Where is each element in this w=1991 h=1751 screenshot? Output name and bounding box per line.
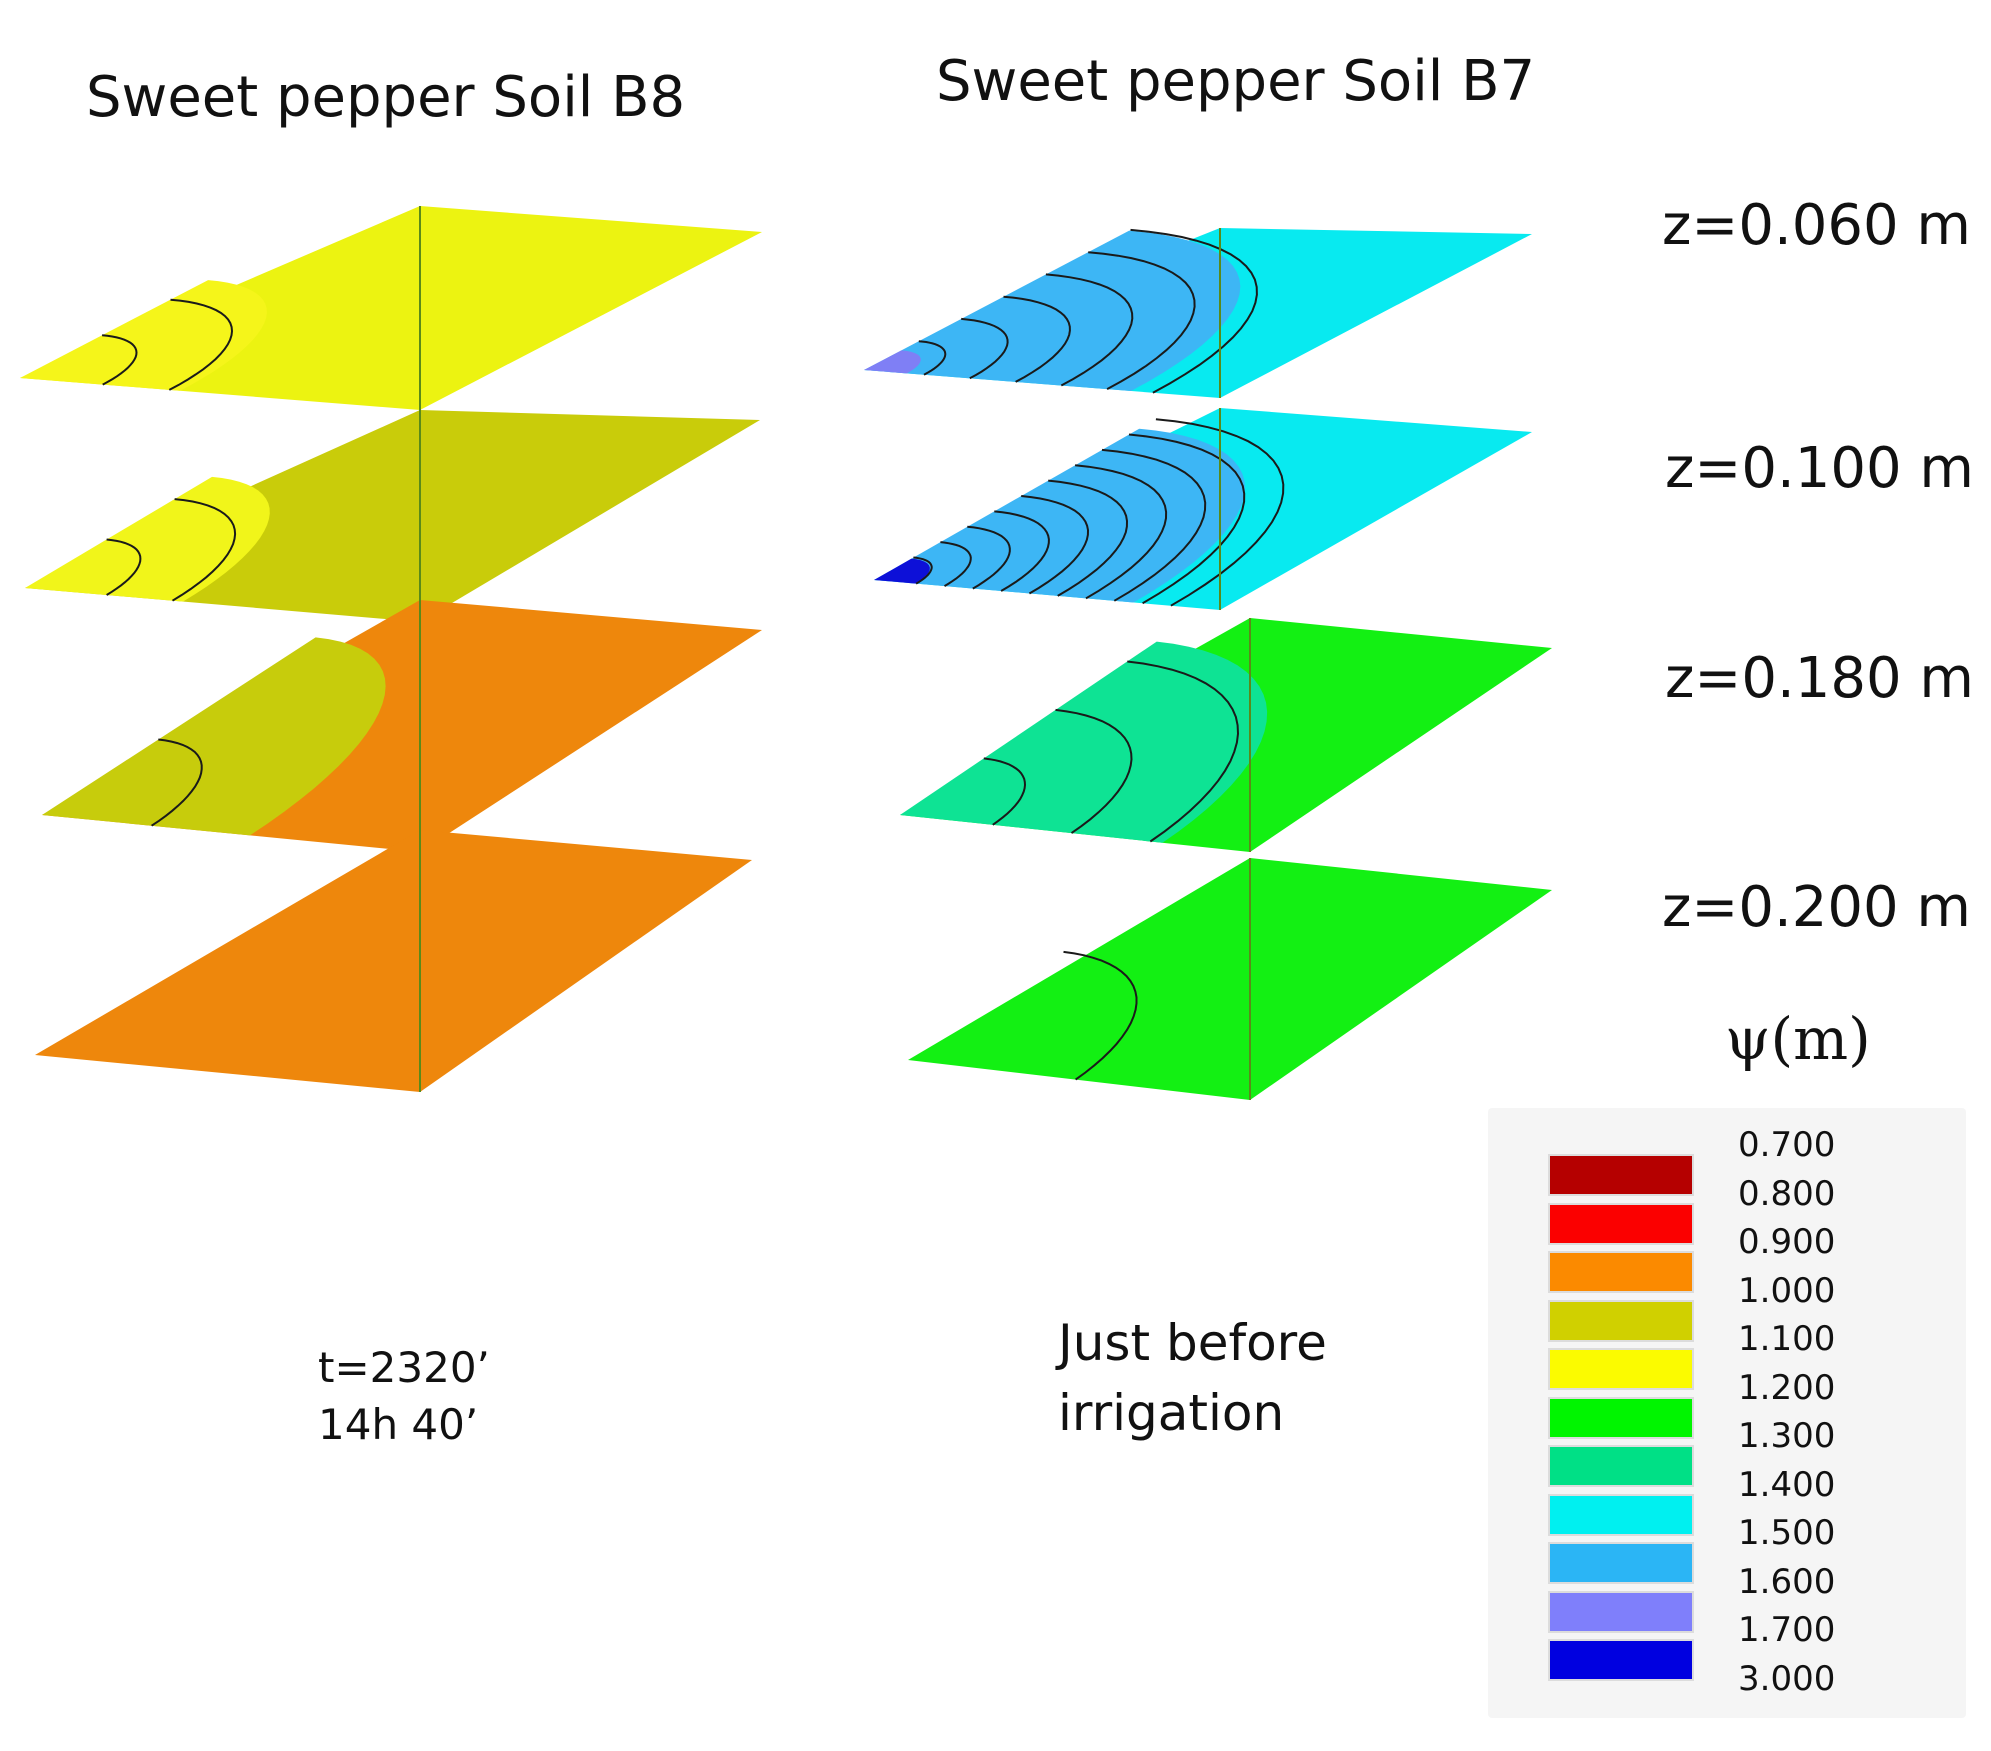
depth-label-2: z=0.100 m xyxy=(1665,436,1974,501)
contour-line xyxy=(171,498,237,602)
depth-label-4: z=0.200 m xyxy=(1662,875,1971,940)
left-soil-stack xyxy=(20,206,762,1092)
legend-row xyxy=(1488,1540,1966,1588)
legend-label: 1.200 xyxy=(1738,1367,1836,1408)
legend-label: 1.100 xyxy=(1738,1319,1836,1359)
contour-line xyxy=(1045,273,1134,387)
legend-swatch xyxy=(1550,1350,1692,1388)
layer-zone xyxy=(874,428,1246,603)
soil-layer-2 xyxy=(25,410,760,622)
contour-line xyxy=(983,757,1027,826)
legend-row xyxy=(1488,1492,1966,1540)
legend-label: 1.400 xyxy=(1738,1464,1836,1505)
legend-label: 1.300 xyxy=(1738,1416,1836,1456)
layer-plane xyxy=(35,830,752,1092)
soil-layer-4 xyxy=(908,858,1552,1100)
contour-line xyxy=(1155,418,1285,607)
layer-hotspot xyxy=(874,558,930,584)
layer-zone xyxy=(864,230,1241,391)
legend-swatch xyxy=(1550,1301,1692,1340)
legend-label: 1.700 xyxy=(1738,1610,1836,1650)
contour-line xyxy=(994,510,1050,592)
contour-line xyxy=(1055,708,1133,834)
legend-label: 1.500 xyxy=(1738,1513,1836,1553)
layer-hotspot xyxy=(864,350,921,374)
irrigation-note-line-2: irrigation xyxy=(1058,1384,1285,1442)
legend-swatch xyxy=(1550,1641,1692,1679)
soil-layer-1 xyxy=(20,206,762,410)
contour-line xyxy=(1130,228,1258,394)
legend-swatch xyxy=(1550,1398,1692,1437)
time-note-line-1: t=2320’ xyxy=(318,1343,490,1392)
legend-row xyxy=(1488,1298,1966,1346)
contour-line xyxy=(1074,464,1168,600)
legend-row xyxy=(1488,1395,1966,1443)
contour-line xyxy=(102,334,138,386)
contour-line xyxy=(1063,950,1138,1081)
legend-row xyxy=(1488,1589,1966,1637)
contour-line xyxy=(1048,479,1129,597)
legend-row xyxy=(1488,1346,1966,1394)
contour-line xyxy=(1127,660,1240,843)
contour-line xyxy=(1003,295,1071,383)
legend-row xyxy=(1488,1201,1966,1249)
contour-line xyxy=(1128,433,1246,605)
contour-line xyxy=(151,738,203,827)
legend-title: ψ(m) xyxy=(1725,1005,1871,1073)
soil-layer-3 xyxy=(900,618,1552,852)
depth-label-1: z=0.060 m xyxy=(1662,193,1971,258)
contour-line xyxy=(913,556,933,585)
contour-line xyxy=(1101,448,1207,602)
contour-line xyxy=(1021,495,1090,595)
time-note: t=2320’ 14h 40’ xyxy=(318,1340,490,1453)
legend-swatch xyxy=(1550,1495,1692,1534)
soil-layer-2 xyxy=(874,408,1532,610)
depth-label-3: z=0.180 m xyxy=(1665,646,1974,711)
soil-layer-1 xyxy=(864,228,1532,398)
layer-zone xyxy=(900,641,1268,843)
layer-zone xyxy=(20,280,267,391)
contour-line xyxy=(961,317,1009,380)
right-soil-stack xyxy=(864,228,1552,1100)
irrigation-note: Just before irrigation xyxy=(1058,1308,1327,1448)
legend-row xyxy=(1488,1249,1966,1297)
left-panel-title: Sweet pepper Soil B8 xyxy=(86,65,686,130)
layer-zone xyxy=(25,476,270,602)
contour-line xyxy=(106,538,142,596)
right-panel-title: Sweet pepper Soil B7 xyxy=(936,49,1536,114)
time-note-line-2: 14h 40’ xyxy=(318,1399,479,1449)
legend-label: 0.800 xyxy=(1738,1173,1836,1214)
legend-swatch xyxy=(1550,1544,1692,1582)
contour-line xyxy=(918,340,947,376)
layer-zone xyxy=(42,637,386,836)
legend-row xyxy=(1488,1152,1966,1200)
contour-line xyxy=(940,541,972,587)
irrigation-note-line-1: Just before xyxy=(1058,1314,1327,1372)
legend-swatch xyxy=(1550,1253,1692,1291)
contour-line xyxy=(967,525,1011,590)
legend-row xyxy=(1488,1443,1966,1491)
legend-label: 3.000 xyxy=(1738,1658,1836,1699)
soil-layer-3 xyxy=(42,600,762,852)
contour-line xyxy=(168,298,234,391)
legend-label: 1.000 xyxy=(1738,1270,1836,1311)
legend-swatch xyxy=(1550,1592,1692,1631)
legend-swatch xyxy=(1550,1447,1692,1485)
legend-label: 0.900 xyxy=(1738,1222,1836,1262)
soil-layer-4 xyxy=(35,830,752,1092)
legend-label: 1.600 xyxy=(1738,1561,1836,1602)
legend-row xyxy=(1488,1637,1966,1685)
layer-plane xyxy=(908,858,1552,1100)
color-legend: 0.700 0.800 0.900 1.000 1.100 1.200 1.300 1.400… xyxy=(1488,1108,1966,1718)
legend-swatch xyxy=(1550,1156,1692,1194)
contour-line xyxy=(1088,251,1196,390)
legend-swatch xyxy=(1550,1204,1692,1243)
legend-label: 0.700 xyxy=(1738,1125,1836,1165)
